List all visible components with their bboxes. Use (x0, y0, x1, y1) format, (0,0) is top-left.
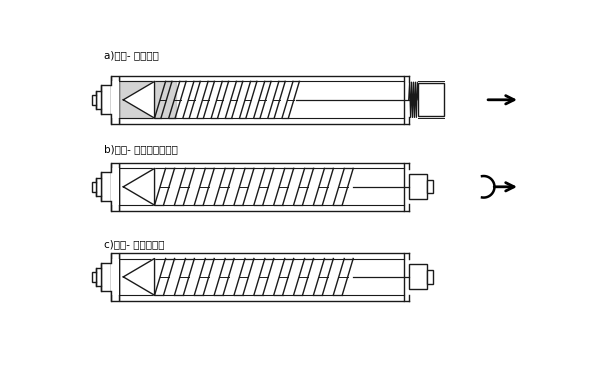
Polygon shape (123, 259, 154, 295)
Bar (96, 268, 102, 286)
Bar (409, 174, 427, 199)
Bar (111, 76, 119, 124)
Bar (119, 163, 404, 211)
Bar (427, 180, 433, 194)
Bar (102, 262, 111, 291)
Polygon shape (119, 82, 176, 118)
Bar (418, 83, 445, 117)
Polygon shape (123, 168, 154, 205)
Bar (111, 259, 119, 295)
Bar (427, 270, 433, 284)
Bar (102, 173, 111, 201)
Bar (409, 264, 427, 289)
Bar (111, 82, 119, 118)
Bar (111, 168, 119, 205)
Bar (119, 76, 404, 124)
Text: a)注射- 螺桿往前: a)注射- 螺桿往前 (104, 50, 159, 60)
Bar (111, 253, 119, 301)
Polygon shape (123, 82, 154, 118)
Bar (102, 85, 111, 114)
Text: c)空閒- 螺桿無動作: c)空閒- 螺桿無動作 (104, 239, 165, 249)
Bar (96, 91, 102, 109)
Bar (111, 163, 119, 211)
Bar (96, 178, 102, 196)
Bar (93, 182, 96, 192)
Bar (93, 271, 96, 282)
Text: b)落料- 螺桿旋轉並後退: b)落料- 螺桿旋轉並後退 (104, 144, 178, 155)
Bar (119, 253, 404, 301)
Bar (93, 94, 96, 105)
